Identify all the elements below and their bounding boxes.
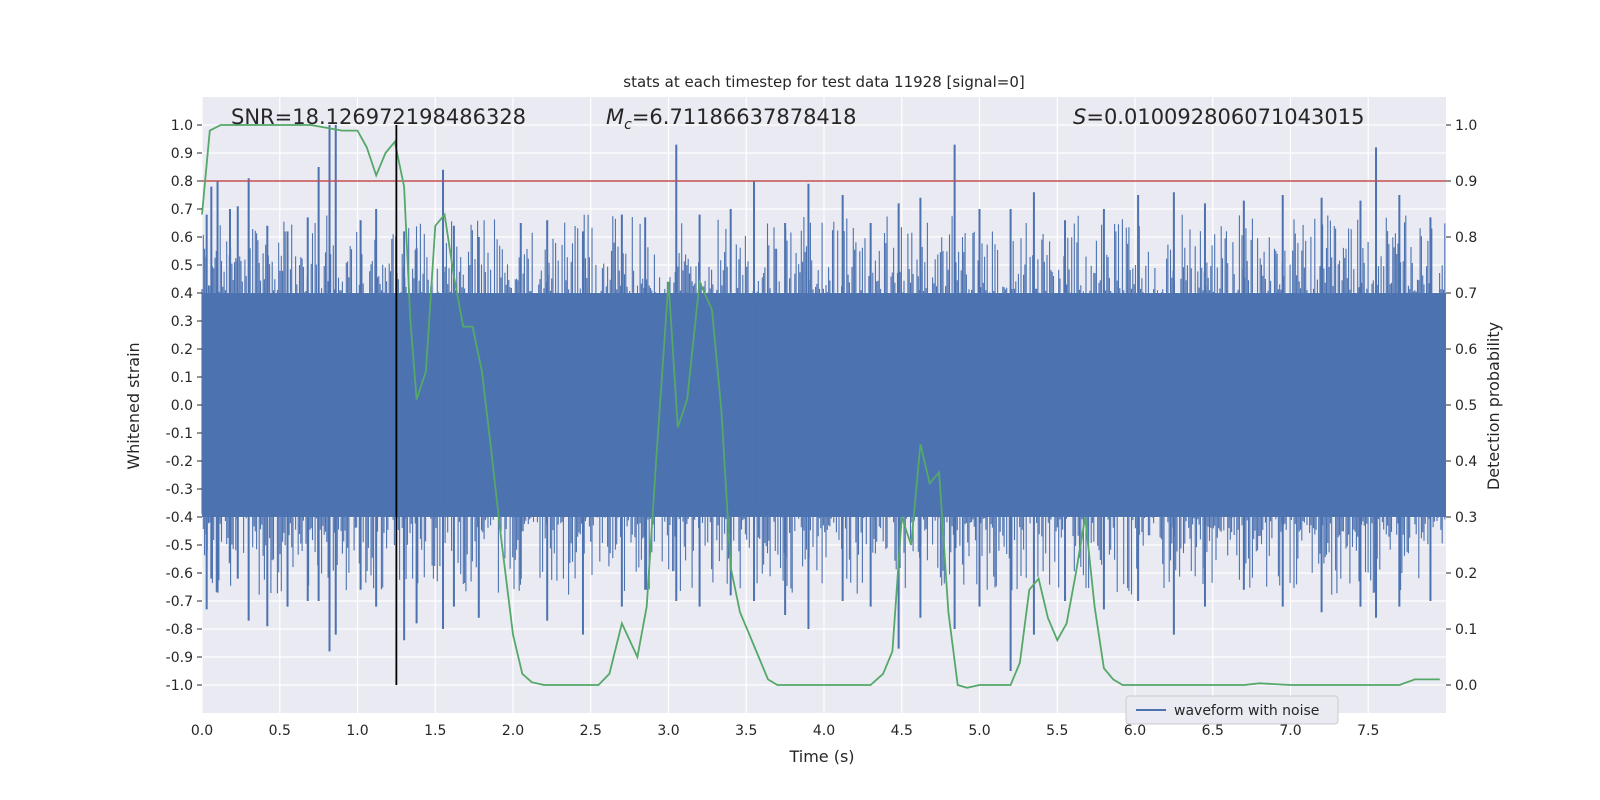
y-tick-label: 0.6 [171,230,193,246]
y2-tick-label: 0.5 [1455,398,1477,414]
y-tick-label: -0.4 [166,510,193,526]
y-tick-label: 0.5 [171,258,193,274]
legend: waveform with noise [1125,695,1339,725]
y2-axis-label: Detection probability [1484,322,1503,490]
y-tick-label: 0.0 [171,398,193,414]
x-axis-label: Time (s) [788,747,854,766]
x-tick-label: 4.0 [813,723,835,739]
x-tick-label: 3.0 [657,723,679,739]
y-tick-label: -0.8 [166,622,193,638]
s-symbol: S [1073,105,1086,129]
x-tick-label: 1.5 [424,723,446,739]
snr-annotation: SNR=18.126972198486328 [231,105,526,129]
y-tick-label: -0.5 [166,538,193,554]
mc-symbol: M [606,105,624,129]
plot-area [201,97,1446,713]
x-tick-label: 2.5 [580,723,602,739]
legend-label: waveform with noise [1174,703,1319,719]
x-tick-label: 5.0 [968,723,990,739]
y-tick-label: 0.1 [171,370,193,386]
mc-value: =6.71186637878418 [632,105,857,129]
mc-subscript: c [624,117,632,133]
y2-tick-label: 0.2 [1455,566,1477,582]
x-tick-label: 7.0 [1279,723,1301,739]
x-tick-label: 3.5 [735,723,757,739]
s-annotation: S=0.010092806071043015 [1073,105,1364,129]
y2-tick-label: 0.9 [1455,174,1477,190]
y2-tick-label: 0.7 [1455,286,1477,302]
waveform-core [202,293,1446,517]
x-tick-label: 6.5 [1202,723,1224,739]
y2-tick-label: 0.8 [1455,230,1477,246]
x-tick-label: 0.5 [269,723,291,739]
x-tick-label: 6.0 [1124,723,1146,739]
x-tick-label: 2.0 [502,723,524,739]
y-tick-label: 0.2 [171,342,193,358]
chart-title: stats at each timestep for test data 119… [623,73,1024,91]
y2-tick-label: 0.3 [1455,510,1477,526]
y-tick-label: -0.3 [166,482,193,498]
y2-tick-label: 0.0 [1455,678,1477,694]
y-tick-label: -0.2 [166,454,193,470]
s-value: =0.010092806071043015 [1086,105,1364,129]
y-tick-label: 0.4 [171,286,193,302]
x-tick-label: 5.5 [1046,723,1068,739]
y2-tick-label: 0.4 [1455,454,1477,470]
y-tick-label: 0.7 [171,202,193,218]
y-tick-label: -1.0 [166,678,193,694]
legend-box [1125,695,1339,725]
y-tick-label: -0.1 [166,426,193,442]
x-tick-label: 7.5 [1357,723,1379,739]
axes: 0.0 0.5 1.0 1.5 2.0 2.5 3.0 3.5 4.0 4.5 5.0 5.5 6.0 6… [166,118,1478,739]
y2-tick-label: 1.0 [1455,118,1477,134]
y-tick-label: 0.3 [171,314,193,330]
y-tick-label: 0.8 [171,174,193,190]
y-axis-label: Whitened strain [124,342,143,469]
mc-annotation: Mc=6.71186637878418 [606,105,857,133]
x-tick-label: 1.0 [346,723,368,739]
y-tick-label: 1.0 [171,118,193,134]
y-tick-label: 0.9 [171,146,193,162]
y-tick-label: -0.6 [166,566,193,582]
detection-probability-line [201,124,1440,689]
x-tick-label: 0.0 [191,723,213,739]
x-tick-label: 4.5 [891,723,913,739]
y2-tick-label: 0.6 [1455,342,1477,358]
y-tick-label: -0.9 [166,650,193,666]
y-tick-label: -0.7 [166,594,193,610]
y2-tick-label: 0.1 [1455,622,1477,638]
